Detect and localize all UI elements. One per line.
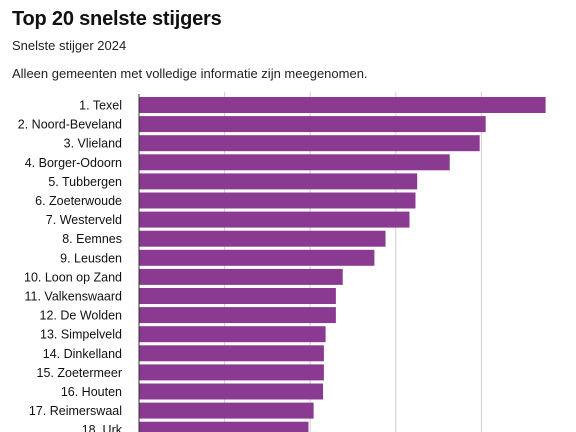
bar	[139, 116, 486, 133]
chart-subtitle: Snelste stijger 2024	[12, 38, 127, 53]
bar	[139, 326, 326, 343]
bar	[139, 154, 450, 171]
bar	[139, 383, 324, 400]
category-label: 11. Valkenswaard	[24, 290, 122, 304]
category-label: 1. Texel	[79, 99, 122, 113]
category-label: 7. Westerveld	[46, 213, 122, 227]
chart-title: Top 20 snelste stijgers	[12, 8, 222, 30]
category-label: 10. Loon op Zand	[24, 270, 122, 284]
category-label: 2. Noord-Beveland	[18, 118, 122, 132]
category-label: 8. Eemnes	[62, 232, 122, 246]
category-label: 17. Reimerswaal	[29, 404, 122, 418]
category-label: 3. Vlieland	[64, 137, 122, 151]
category-label: 14. Dinkelland	[43, 347, 122, 361]
bar	[139, 173, 418, 190]
bar	[139, 421, 309, 432]
category-label: 9. Leusden	[60, 251, 122, 265]
category-label: 4. Borger-Odoorn	[25, 156, 122, 170]
bar	[139, 135, 480, 152]
category-label: 12. De Wolden	[40, 309, 123, 323]
chart-note: Alleen gemeenten met volledige informati…	[12, 66, 368, 81]
category-label: 13. Simpelveld	[40, 328, 122, 342]
category-label: 18. Urk	[82, 423, 123, 432]
category-label: 5. Tubbergen	[48, 175, 122, 189]
bar	[139, 211, 410, 228]
bar	[139, 97, 546, 113]
bar	[139, 192, 416, 209]
bar	[139, 307, 336, 324]
bar	[139, 268, 343, 285]
bar	[139, 402, 314, 419]
category-label: 15. Zoetermeer	[37, 366, 122, 380]
bar	[139, 364, 324, 381]
bar	[139, 288, 336, 304]
bar	[139, 345, 324, 362]
bar	[139, 249, 375, 266]
bar	[139, 230, 386, 247]
category-label: 6. Zoeterwoude	[35, 194, 122, 208]
category-label: 16. Houten	[61, 385, 122, 399]
